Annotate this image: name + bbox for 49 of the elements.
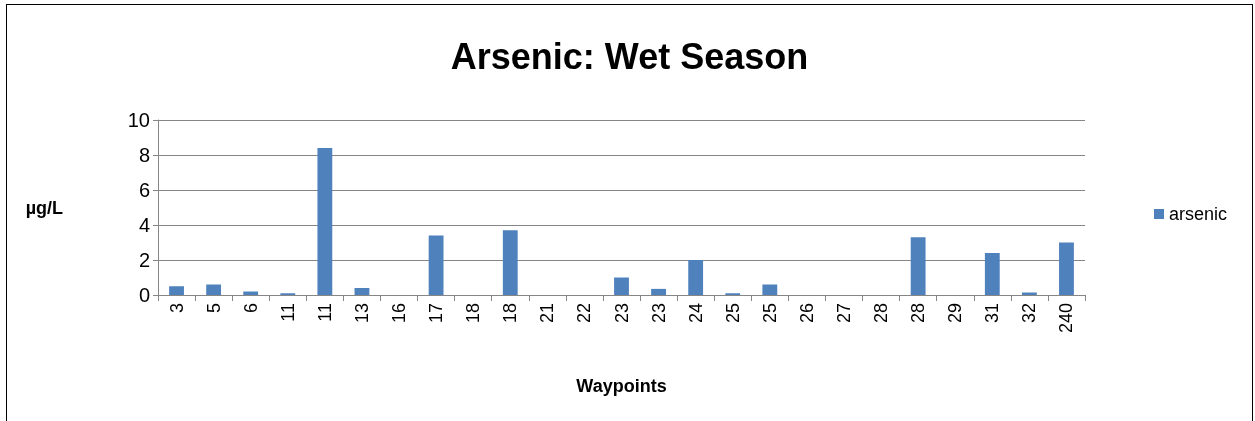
bar — [354, 288, 370, 295]
bar — [614, 277, 629, 295]
bar — [428, 235, 444, 295]
bar — [502, 230, 518, 295]
x-tick-label: 27 — [833, 303, 854, 324]
x-tick-label: 3 — [166, 303, 187, 314]
x-tick-label: 18 — [500, 303, 521, 324]
x-tick-label: 17 — [426, 303, 447, 324]
x-tick-label: 25 — [759, 303, 780, 324]
bar — [1059, 242, 1074, 295]
bar — [762, 284, 778, 295]
x-tick-label: 28 — [908, 303, 929, 324]
chart-title: Arsenic: Wet Season — [450, 35, 809, 77]
y-axis-title: µg/L — [25, 197, 63, 218]
bar — [317, 148, 333, 295]
bar — [1021, 292, 1037, 295]
bar — [206, 284, 222, 295]
y-tick-label: 2 — [138, 249, 150, 271]
x-tick-label: 240 — [1056, 303, 1077, 334]
x-tick-label: 29 — [945, 303, 966, 324]
x-tick-label: 11 — [277, 303, 298, 322]
legend-label: arsenic — [1168, 204, 1228, 224]
x-tick-label: 6 — [240, 303, 261, 314]
x-tick-label: 13 — [351, 303, 372, 324]
y-tick-label: 6 — [138, 179, 150, 201]
x-tick-label: 23 — [611, 303, 632, 324]
y-tick-label: 0 — [138, 284, 150, 306]
y-tick-label: 10 — [127, 109, 150, 131]
x-tick-label: 16 — [389, 303, 410, 324]
x-tick-label: 26 — [796, 303, 817, 324]
bar — [651, 288, 666, 295]
bar — [688, 260, 704, 295]
y-tick-label: 4 — [138, 214, 150, 236]
bar — [910, 237, 926, 295]
x-axis-title: Waypoints — [576, 376, 667, 396]
x-tick-label: 11 — [314, 303, 335, 322]
x-tick-label: 31 — [982, 303, 1003, 324]
x-tick-label: 28 — [871, 303, 892, 324]
x-tick-label: 24 — [685, 303, 706, 324]
x-tick-label: 25 — [722, 303, 743, 324]
bar — [984, 253, 1000, 295]
x-tick-label: 32 — [1019, 303, 1040, 324]
x-tick-label: 23 — [648, 303, 669, 324]
x-tick-label: 5 — [203, 303, 224, 314]
x-tick-label: 18 — [463, 303, 484, 324]
x-tick-label: 22 — [574, 303, 595, 324]
x-tick-label: 21 — [537, 303, 558, 324]
y-tick-label: 8 — [138, 144, 150, 166]
bar — [169, 286, 184, 295]
